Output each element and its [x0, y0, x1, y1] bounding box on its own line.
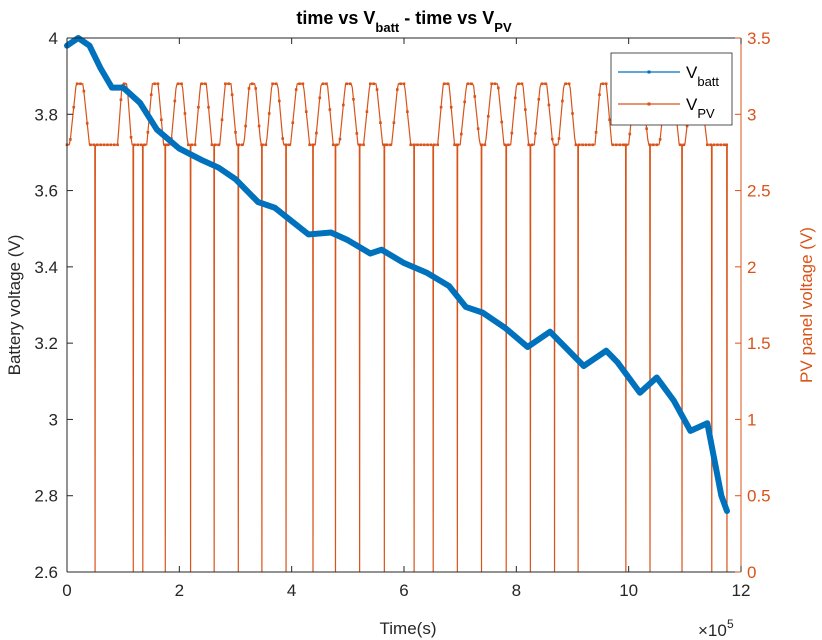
x-tick-label: 10 [619, 581, 638, 600]
y-right-tick-label: 1 [747, 410, 756, 429]
y-left-tick-label: 3.8 [34, 105, 58, 124]
axes-layer: 0 2 4 6 8 10 12 2.6 2.8 3 3.2 3.4 3.6 3.8 4 0 0.5 1 1.5 2 2.… [34, 29, 770, 600]
vbatt-series-line [64, 35, 730, 514]
y-right-axis-label: PV panel voltage (V) [797, 227, 816, 383]
y-left-tick-label: 2.8 [34, 487, 58, 506]
legend-label-main: V [686, 63, 698, 82]
x-exponent-base: ×10 [698, 621, 727, 640]
y-right-tick-label: 0.5 [747, 487, 771, 506]
legend-marker [647, 70, 651, 74]
legend-label-main: V [686, 95, 698, 114]
x-exponent: ×10 5 [698, 617, 734, 640]
title-segment: time vs V [296, 8, 375, 28]
chart-title: time vs Vbatt - time vs VPV [296, 8, 512, 35]
x-tick-label: 0 [62, 581, 71, 600]
y-right-tick-label: 1.5 [747, 334, 771, 353]
legend-marker [647, 102, 651, 106]
title-segment: - time vs V [399, 8, 494, 28]
x-exponent-power: 5 [727, 617, 734, 631]
legend-label-sub: PV [697, 106, 715, 121]
legend-label: VPV [686, 95, 715, 121]
title-subscript: batt [375, 20, 400, 35]
plot-area [67, 38, 741, 572]
y-right-tick-label: 2.5 [747, 182, 771, 201]
title-subscript: PV [494, 20, 512, 35]
x-tick-label: 12 [732, 581, 751, 600]
legend-box [610, 52, 733, 126]
y-right-tick-label: 3.5 [747, 29, 771, 48]
pv-series-line [67, 83, 728, 573]
y-left-tick-label: 2.6 [34, 563, 58, 582]
y-right-tick-label: 3 [747, 105, 756, 124]
y-left-tick-label: 3.4 [34, 258, 58, 277]
y-right-tick-label: 0 [747, 563, 756, 582]
y-left-axis-label: Battery voltage (V) [5, 235, 24, 376]
legend-label: Vbatt [686, 63, 719, 89]
legend-label-sub: batt [697, 74, 719, 89]
x-tick-label: 6 [399, 581, 408, 600]
x-tick-label: 4 [287, 581, 296, 600]
y-left-tick-label: 3.6 [34, 182, 58, 201]
y-left-tick-label: 3.2 [34, 334, 58, 353]
y-left-tick-label: 3 [49, 410, 58, 429]
series-layer [64, 35, 730, 573]
x-tick-label: 8 [512, 581, 521, 600]
y-right-tick-label: 2 [747, 258, 756, 277]
y-left-tick-label: 4 [49, 29, 58, 48]
x-axis-label: Time(s) [380, 619, 437, 638]
x-tick-label: 2 [175, 581, 184, 600]
